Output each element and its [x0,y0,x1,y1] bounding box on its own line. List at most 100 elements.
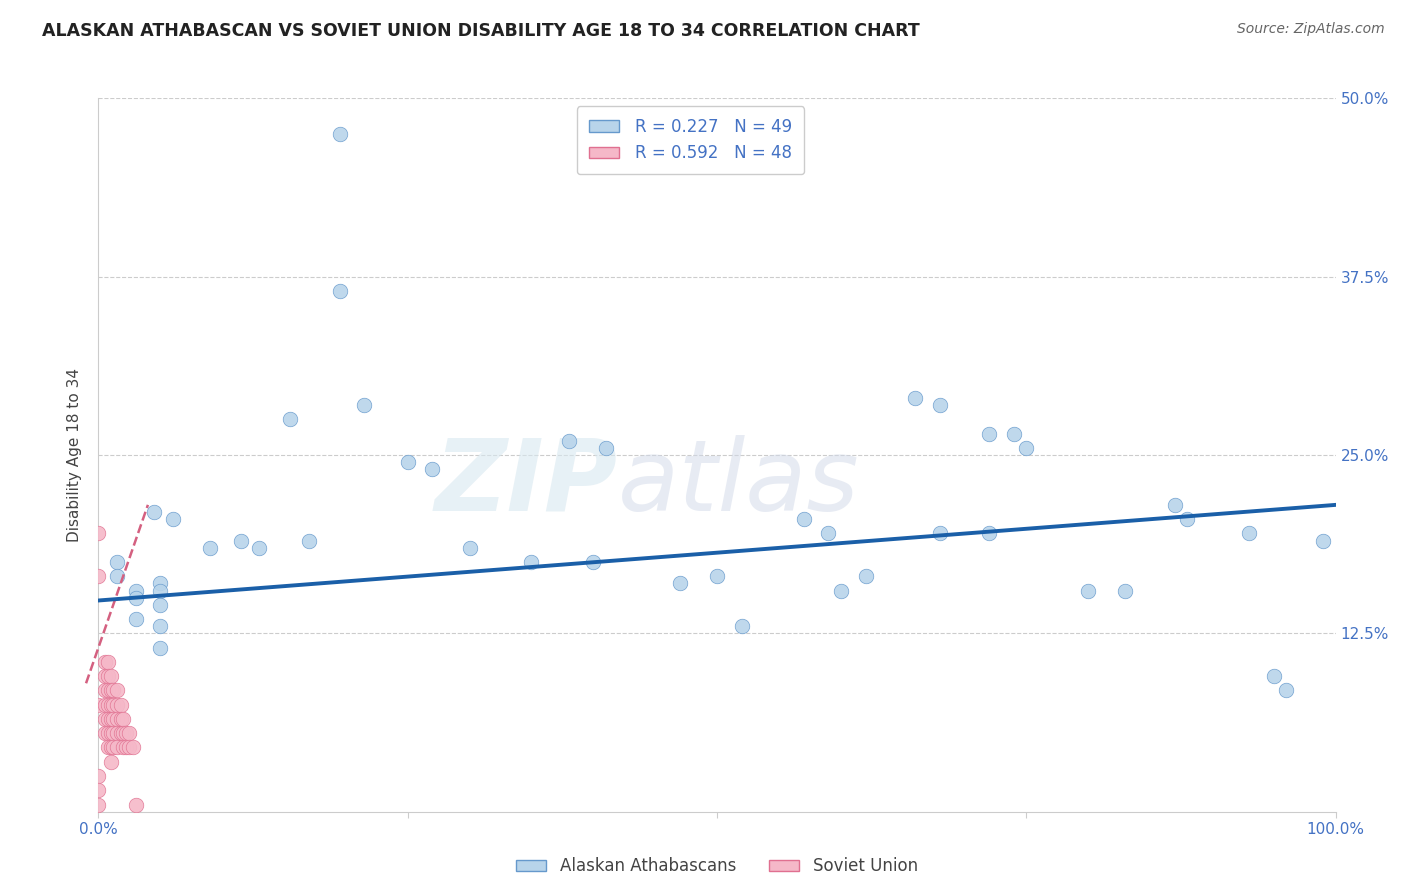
Point [731,619,754,633]
Point [1077,583,1099,598]
Point [278,412,301,426]
Point [105,740,128,755]
Point [103,698,125,712]
Point [1015,441,1038,455]
Point [1237,526,1260,541]
Point [103,712,125,726]
Point [706,569,728,583]
Point [118,740,141,755]
Point [124,797,146,812]
Point [112,740,135,755]
Point [112,726,135,740]
Y-axis label: Disability Age 18 to 34: Disability Age 18 to 34 [67,368,83,542]
Point [198,541,221,555]
Point [928,398,950,412]
Point [100,712,122,726]
Point [595,441,617,455]
Point [396,455,419,469]
Point [97,698,120,712]
Point [149,640,172,655]
Point [87,769,110,783]
Point [114,726,136,740]
Point [100,698,122,712]
Point [1164,498,1187,512]
Point [97,655,120,669]
Point [110,726,132,740]
Point [124,591,146,605]
Point [520,555,543,569]
Text: ZIP: ZIP [434,435,619,532]
Point [93,669,115,683]
Point [1263,669,1285,683]
Point [162,512,184,526]
Point [298,533,321,548]
Point [124,583,146,598]
Point [87,783,110,797]
Point [93,683,115,698]
Point [100,740,122,755]
Point [87,569,110,583]
Point [979,526,1001,541]
Text: Source: ZipAtlas.com: Source: ZipAtlas.com [1237,22,1385,37]
Point [110,698,132,712]
Point [100,683,122,698]
Point [422,462,444,476]
Point [458,541,481,555]
Point [105,555,128,569]
Point [100,726,122,740]
Point [103,683,125,698]
Point [669,576,692,591]
Point [93,698,115,712]
Point [93,655,115,669]
Point [557,434,579,448]
Point [110,712,132,726]
Point [87,797,110,812]
Point [1175,512,1198,526]
Point [122,740,145,755]
Point [855,569,877,583]
Point [979,426,1001,441]
Point [229,533,252,548]
Point [247,541,270,555]
Point [97,740,120,755]
Point [97,683,120,698]
Point [817,526,839,541]
Point [103,740,125,755]
Point [793,512,815,526]
Point [329,127,352,141]
Point [904,391,927,405]
Point [329,284,352,298]
Point [1002,426,1025,441]
Point [114,740,136,755]
Point [93,712,115,726]
Point [143,505,166,519]
Point [149,583,172,598]
Point [582,555,605,569]
Point [149,576,172,591]
Point [1114,583,1136,598]
Point [105,698,128,712]
Point [97,669,120,683]
Point [105,726,128,740]
Point [87,526,110,541]
Point [100,755,122,769]
Point [1275,683,1298,698]
Text: ALASKAN ATHABASCAN VS SOVIET UNION DISABILITY AGE 18 TO 34 CORRELATION CHART: ALASKAN ATHABASCAN VS SOVIET UNION DISAB… [42,22,920,40]
Legend: Alaskan Athabascans, Soviet Union: Alaskan Athabascans, Soviet Union [509,851,925,882]
Point [149,619,172,633]
Point [353,398,375,412]
Point [105,683,128,698]
Point [97,712,120,726]
Point [87,698,110,712]
Point [1312,533,1334,548]
Point [105,569,128,583]
Point [118,726,141,740]
Point [103,726,125,740]
Text: atlas: atlas [619,435,859,532]
Point [93,726,115,740]
Point [928,526,950,541]
Point [149,598,172,612]
Point [112,712,135,726]
Point [124,612,146,626]
Point [105,712,128,726]
